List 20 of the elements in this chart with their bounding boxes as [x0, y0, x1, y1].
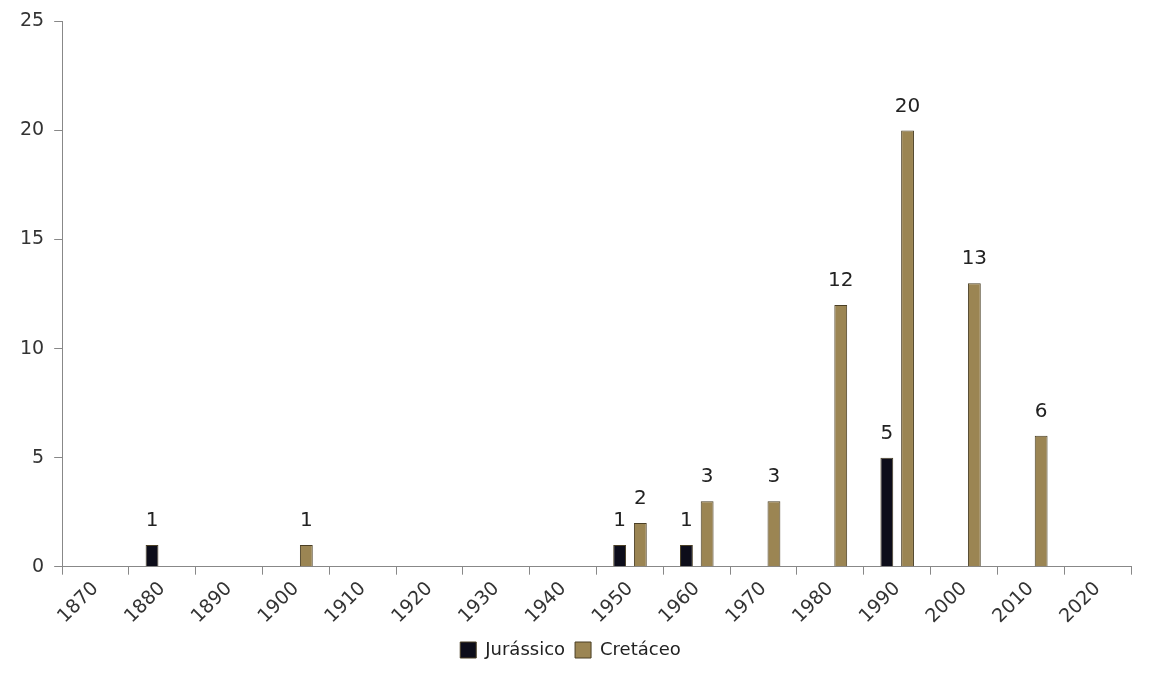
y-tick-label: 20 [19, 117, 45, 140]
data-label: 3 [767, 463, 781, 488]
data-label: 3 [700, 463, 714, 488]
data-label: 5 [880, 419, 894, 444]
data-label: 1 [299, 507, 313, 532]
y-tick-label: 5 [32, 444, 45, 467]
data-label: 2 [633, 485, 647, 510]
data-label: 1 [145, 507, 159, 532]
data-label: 1 [613, 507, 626, 532]
data-label: 12 [828, 267, 854, 292]
legend-label: Cretáceo [600, 637, 681, 659]
legend-label: Jurássico [484, 637, 566, 659]
y-tick-label: 15 [19, 226, 45, 249]
data-label: 1 [680, 507, 693, 532]
data-label: 20 [894, 92, 921, 117]
y-tick-label: 10 [19, 335, 45, 358]
data-label: 13 [961, 245, 988, 270]
data-label: 6 [1034, 398, 1048, 423]
y-tick-label: 25 [19, 8, 45, 31]
y-tick-label: 0 [32, 553, 45, 576]
